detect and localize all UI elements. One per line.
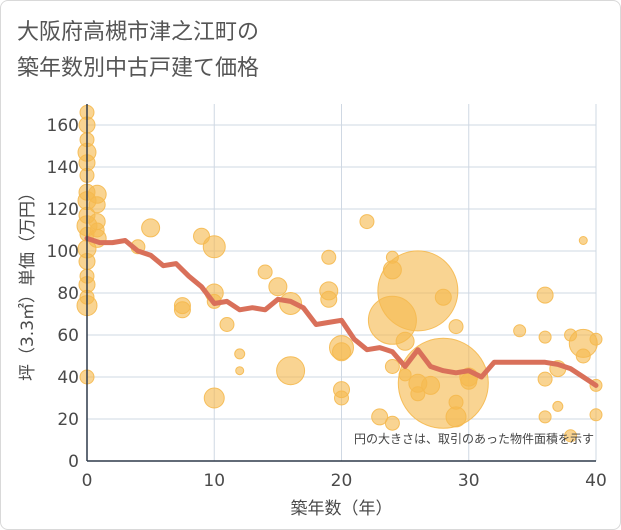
bubble-size-note: 円の大きさは、取引のあった物件面積を示す [354, 431, 594, 446]
average-line-series [84, 235, 599, 388]
bubble-point-45 [334, 390, 349, 406]
chart-title-line-1: 大阪府高槻市津之江町の [17, 20, 260, 45]
axes [86, 104, 596, 462]
bubble-point-32 [234, 348, 246, 360]
bubble-point-31 [219, 317, 235, 332]
bubble-point-53 [395, 331, 415, 351]
bubble-point-28 [202, 235, 226, 259]
bubble-point-34 [203, 387, 225, 409]
y-tick-label-20: 20 [57, 410, 79, 430]
bubble-point-26 [173, 301, 191, 319]
bubble-point-66 [513, 324, 527, 338]
x-axis-label: 築年数（年） [291, 499, 393, 519]
bubble-point-77 [575, 348, 591, 364]
bubble-point-73 [564, 429, 578, 443]
bubble-point-47 [371, 408, 389, 426]
bubble-point-55 [377, 250, 459, 332]
bubble-point-46 [359, 214, 375, 230]
x-tick-label-40: 40 [585, 471, 607, 491]
x-tick-label-20: 20 [331, 471, 353, 491]
bubble-point-59 [434, 288, 452, 306]
y-tick-label-140: 140 [47, 158, 79, 178]
bubble-point-35 [257, 264, 273, 280]
bubble-point-61 [448, 319, 464, 335]
bubble-point-60 [397, 337, 489, 429]
bubble-point-78 [589, 332, 603, 346]
y-tick-label-100: 100 [47, 242, 79, 262]
bubble-point-48 [384, 415, 400, 431]
bubble-point-71 [552, 400, 564, 412]
bubble-point-70 [538, 410, 552, 424]
bubble-point-68 [538, 330, 552, 344]
bubble-point-63 [445, 406, 467, 428]
y-tick-label-0: 0 [68, 452, 79, 472]
bubble-point-67 [536, 286, 554, 304]
bubble-point-19 [88, 196, 106, 214]
bubble-point-36 [268, 277, 288, 297]
bubble-point-75 [578, 236, 588, 245]
chart-title-line-2: 築年数別中古戸建て価格 [17, 56, 260, 81]
bubble-point-24 [141, 218, 161, 238]
x-tick-label-30: 30 [458, 471, 480, 491]
bubble-point-52 [384, 359, 400, 374]
x-tick-label-10: 10 [203, 471, 225, 491]
chart-title: 大阪府高槻市津之江町の 築年数別中古戸建て価格 [17, 15, 259, 87]
average-price-line [84, 235, 599, 388]
y-tick-label-160: 160 [47, 116, 79, 136]
y-axis-label: 坪（3.3㎡）単価（万円） [18, 184, 38, 381]
bubble-point-38 [276, 356, 306, 386]
bubble-point-22 [89, 222, 105, 238]
x-tick-label-0: 0 [82, 471, 93, 491]
bubble-point-33 [235, 366, 245, 376]
tick-labels: 0 20 40 60 80 100 120 140 160 0 10 20 30 40 [47, 116, 607, 491]
bubble-point-69 [537, 371, 553, 387]
bubble-point-39 [321, 249, 337, 265]
y-tick-label-120: 120 [47, 200, 79, 220]
bubble-series [76, 104, 603, 443]
y-tick-label-80: 80 [57, 284, 79, 304]
bubble-point-41 [320, 290, 338, 308]
bubble-point-80 [589, 408, 603, 422]
grid-lines [87, 104, 597, 461]
y-tick-label-60: 60 [57, 326, 79, 346]
y-tick-label-40: 40 [57, 368, 79, 388]
bubble-point-43 [332, 342, 351, 362]
